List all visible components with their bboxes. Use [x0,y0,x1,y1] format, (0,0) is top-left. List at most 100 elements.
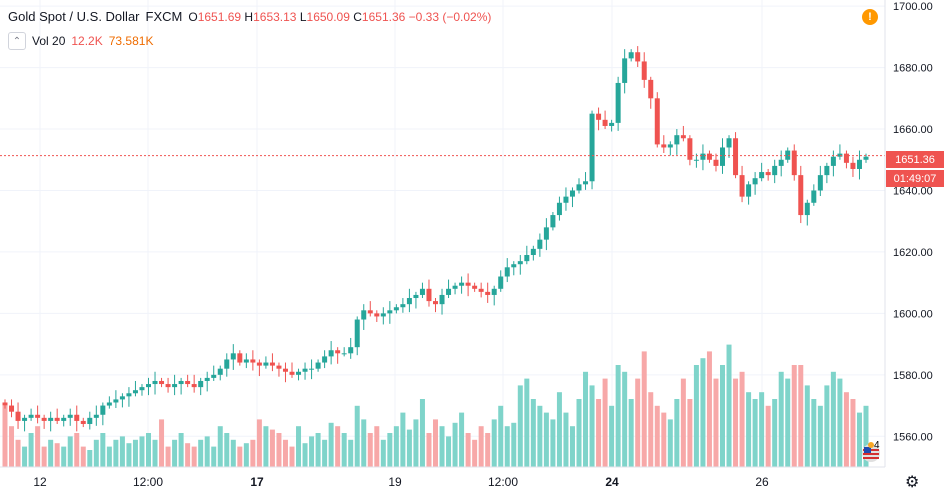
volume-bar [191,446,197,467]
volume-bar [465,433,471,467]
candle-body [9,405,15,412]
volume-bar [61,446,67,467]
candle-body [348,347,354,354]
candle-body [276,365,282,369]
volume-bar [178,433,184,467]
candle-body [341,353,347,355]
volume-bar [524,378,530,467]
volume-bar [863,405,869,467]
time-axis[interactable]: 12 12:00 17 19 12:00 24 26 [33,475,769,489]
volume-bar [119,436,125,467]
candle-body [733,138,739,176]
candle-body [282,368,288,372]
gear-icon[interactable]: ⚙ [905,474,920,491]
volume-bar [472,439,478,467]
candle-body [35,414,41,418]
volume-label[interactable]: Vol 20 [32,34,66,48]
candle-body [61,417,67,421]
candle-body [2,402,8,406]
volume-bar [67,436,73,467]
volume-bar [609,405,615,467]
candle-body [667,144,673,148]
volume-bar [322,439,328,467]
volume-bar [778,371,784,467]
candle-body [15,411,21,421]
candle-body [654,98,660,145]
volume-bar [172,439,178,467]
candle-body [296,371,302,375]
countdown-tag: 01:49:07 [886,170,944,187]
candle-body [543,227,549,240]
volume-bar [419,399,425,467]
price-tick-label: 1700.00 [893,1,933,13]
candle-body [824,165,830,176]
volume-bar [387,433,393,467]
candle-body [615,82,621,123]
volume-bar [452,422,458,467]
candle-body [380,313,386,317]
candle-body [811,190,817,203]
candle-body [798,175,804,216]
candle-body [550,215,556,228]
time-tick-label: 17 [250,475,264,489]
candle-body [759,172,765,179]
candle-body [491,288,497,295]
chart-grid [0,0,885,467]
volume-bar [498,405,504,467]
candle-body [863,156,869,160]
volume-bar [335,426,341,467]
last-price-tag: 1651.36 [886,151,944,168]
candle-body [680,135,686,139]
candle-body [152,380,158,385]
volume-ma-value: 73.581K [108,34,154,48]
volume-bar [106,446,112,467]
volume-bar [256,419,262,467]
volume-bar [556,392,562,467]
volume-bar [354,405,360,467]
candle-body [791,150,797,176]
candle-body [185,380,191,385]
volume-bar [380,439,386,467]
candle-body [335,350,341,354]
us-flag-icon[interactable]: 4 [860,440,882,469]
candle-body [106,402,112,406]
candle-body [302,368,308,372]
volume-bar [22,446,28,467]
close-value: 1651.36 [361,9,406,24]
candle-body [87,417,93,424]
volume-bar [269,429,275,467]
time-tick-label: 12:00 [133,475,163,489]
candle-body [752,178,758,185]
candle-body [843,153,849,163]
volume-bar [517,385,523,467]
candle-body [439,294,445,305]
candle-body [400,304,406,308]
time-tick-label: 26 [755,475,769,489]
volume-bar [543,412,549,467]
candle-body [576,184,582,191]
volume-bar [720,365,725,467]
candle-body [459,282,465,286]
candle-body [465,282,471,286]
candle-body [146,384,151,388]
price-tick-label: 1620.00 [893,247,933,259]
candle-body [628,52,634,59]
volume-bar [87,450,93,467]
volume-bar [250,439,256,467]
candle-body [322,356,328,363]
volume-bar [28,433,34,467]
symbol-title[interactable]: Gold Spot / U.S. Dollar [8,9,140,24]
candle-body [837,153,843,157]
flag-count: 4 [874,440,880,451]
volume-bar [139,436,145,467]
volume-bar [439,426,445,467]
chevron-up-icon[interactable]: ⌃ [8,32,26,50]
price-axis[interactable]: 1700.00 1680.00 1660.00 1640.00 1620.00 1600.… [893,1,933,443]
candle-body [406,298,412,305]
candle-body [433,301,438,305]
candle-body [648,79,654,99]
candle-body [635,52,641,62]
volume-bar [798,365,804,467]
warning-icon[interactable]: ! [862,9,878,25]
